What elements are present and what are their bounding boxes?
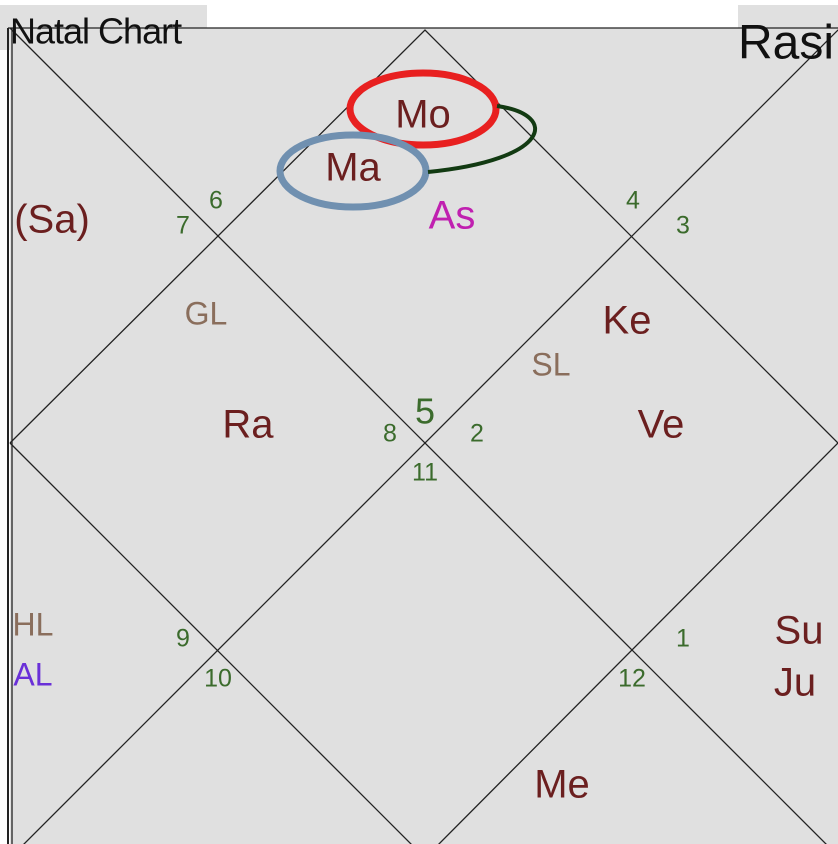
chart-label: As	[429, 194, 476, 238]
chart-label: Me	[534, 763, 590, 807]
house-number: 9	[176, 625, 190, 653]
chart-label: HL	[13, 606, 54, 642]
chart-label: Ke	[603, 299, 652, 343]
chart-label: Ra	[222, 403, 274, 447]
chart-label: Ve	[638, 403, 685, 447]
highlight-ma	[276, 131, 430, 211]
house-number: 4	[626, 187, 640, 215]
house-number: 5	[415, 391, 435, 432]
house-number: 1	[676, 625, 690, 653]
chart-background	[10, 28, 838, 844]
chart-name: Rasi	[738, 17, 834, 70]
chart-label: SL	[531, 346, 570, 382]
highlight-mo	[346, 69, 500, 149]
chart-lines	[7, 27, 838, 844]
chart-label: AL	[13, 656, 52, 692]
chart-label: (Sa)	[14, 198, 90, 242]
house-number: 3	[676, 212, 690, 240]
chart-label: Mo	[395, 93, 451, 137]
house-number: 10	[204, 665, 232, 693]
house-number: 8	[383, 420, 397, 448]
house-number: 6	[209, 187, 223, 215]
chart-label: GL	[185, 295, 228, 331]
house-number: 7	[176, 212, 190, 240]
house-number: 12	[618, 665, 646, 693]
connector	[427, 104, 538, 174]
chart-label: Su	[775, 609, 824, 653]
name-box	[738, 5, 838, 65]
house-number: 2	[470, 420, 484, 448]
chart-label: Ju	[774, 661, 816, 705]
chart-label: Ma	[325, 146, 381, 190]
title: Natal Chart	[10, 11, 182, 52]
house-number: 11	[412, 459, 438, 487]
